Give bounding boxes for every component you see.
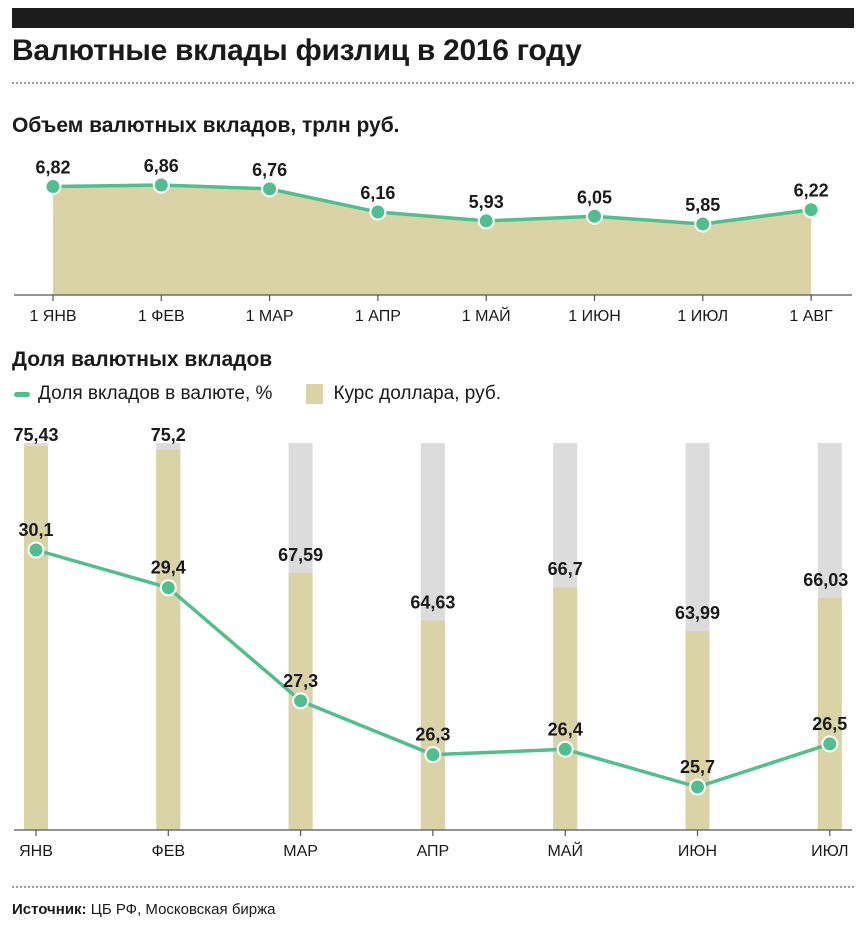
data-point	[694, 215, 712, 233]
data-label: 5,85	[685, 195, 720, 215]
data-label: 6,05	[577, 187, 612, 207]
line-value-label: 29,4	[151, 558, 186, 578]
rate-bar	[420, 620, 445, 830]
x-tick-label: ИЮН	[678, 843, 717, 860]
line-value-label: 25,7	[680, 757, 715, 777]
x-tick-label: 1 АВГ	[789, 308, 833, 325]
rate-bar	[24, 446, 48, 830]
x-tick-label: 1 МАР	[246, 308, 294, 325]
data-label: 6,82	[35, 158, 70, 178]
x-tick-label: АПР	[417, 843, 450, 860]
line-value-label: 26,3	[415, 725, 450, 745]
bar-value-label: 64,63	[410, 593, 455, 613]
line-value-label: 26,5	[812, 714, 847, 734]
legend-line-label: Доля вкладов в валюте, %	[38, 383, 273, 404]
legend-bar-label: Курс доллара, руб.	[333, 383, 502, 404]
data-point	[556, 740, 574, 758]
data-point	[424, 746, 442, 764]
legend-line-swatch	[14, 391, 30, 397]
data-point	[586, 207, 603, 225]
x-tick-label: 1 ИЮЛ	[677, 308, 728, 325]
data-label: 6,86	[144, 156, 179, 176]
data-point	[292, 692, 310, 710]
x-tick-label: 1 АПР	[355, 308, 401, 325]
chart1-title: Объем валютных вкладов, трлн руб.	[12, 114, 400, 137]
data-point	[261, 180, 279, 198]
x-tick-label: ФЕВ	[152, 843, 186, 860]
volume-line	[52, 183, 812, 226]
rate-bar	[817, 598, 842, 830]
source-text: ЦБ РФ, Московская биржа	[86, 901, 276, 918]
rate-bar	[685, 631, 710, 830]
rate-bar	[156, 449, 181, 830]
data-label: 6,22	[794, 181, 829, 201]
volume-area-chart: 1 ЯНВ 6,82 1 ФЕВ 6,86 1 МАР 6,76 1 АПР 6,16 1 МА…	[14, 156, 852, 325]
source-label: Источник:	[12, 901, 87, 918]
x-tick-label: 1 ФЕВ	[138, 308, 185, 325]
data-label: 6,16	[360, 183, 395, 203]
chart2-legend: Доля вкладов в валюте, % Курс доллара, р…	[14, 383, 501, 405]
data-point	[44, 178, 62, 196]
data-point	[27, 541, 45, 559]
data-point	[159, 579, 177, 597]
bar-value-label: 75,43	[13, 425, 58, 445]
rate-bar	[553, 587, 578, 830]
area-fill	[53, 185, 812, 295]
x-tick-label: ЯНВ	[19, 843, 53, 860]
bar-value-label: 75,2	[151, 425, 186, 445]
legend-bar-swatch	[306, 384, 324, 404]
data-point	[369, 203, 387, 221]
data-label: 6,76	[252, 160, 287, 180]
x-tick-label: 1 МАЙ	[462, 306, 511, 325]
source-note: Источник: ЦБ РФ, Московская биржа	[12, 901, 276, 918]
line-value-label: 30,1	[18, 520, 53, 540]
x-tick-label: 1 ИЮН	[568, 308, 621, 325]
divider	[12, 82, 854, 84]
bar-value-label: 63,99	[675, 603, 720, 623]
bar-value-label: 66,7	[548, 559, 583, 579]
data-point	[689, 778, 706, 796]
chart2-title: Доля валютных вкладов	[12, 348, 273, 371]
top-bar	[12, 8, 854, 28]
x-tick-label: МАР	[283, 843, 318, 860]
x-tick-label: 1 ЯНВ	[29, 308, 76, 325]
data-point	[477, 212, 495, 230]
bar-value-label: 67,59	[278, 545, 323, 565]
bar-value-label: 66,03	[803, 570, 848, 590]
page-title: Валютные вклады физлиц в 2016 году	[12, 34, 582, 67]
line-value-label: 26,4	[548, 719, 583, 739]
divider-bottom	[12, 886, 854, 888]
data-label: 5,93	[469, 192, 504, 212]
data-point	[802, 201, 820, 219]
line-value-label: 27,3	[283, 671, 318, 691]
share-bar-line-chart: ЯНВ 75,43 30,1 ФЕВ 75,2 29,4 МАР 67,59 27,3 АПР 64…	[13, 425, 852, 860]
x-tick-label: ИЮЛ	[811, 843, 848, 860]
data-point	[821, 735, 839, 753]
x-tick-label: МАЙ	[547, 841, 583, 860]
data-point	[152, 176, 170, 194]
